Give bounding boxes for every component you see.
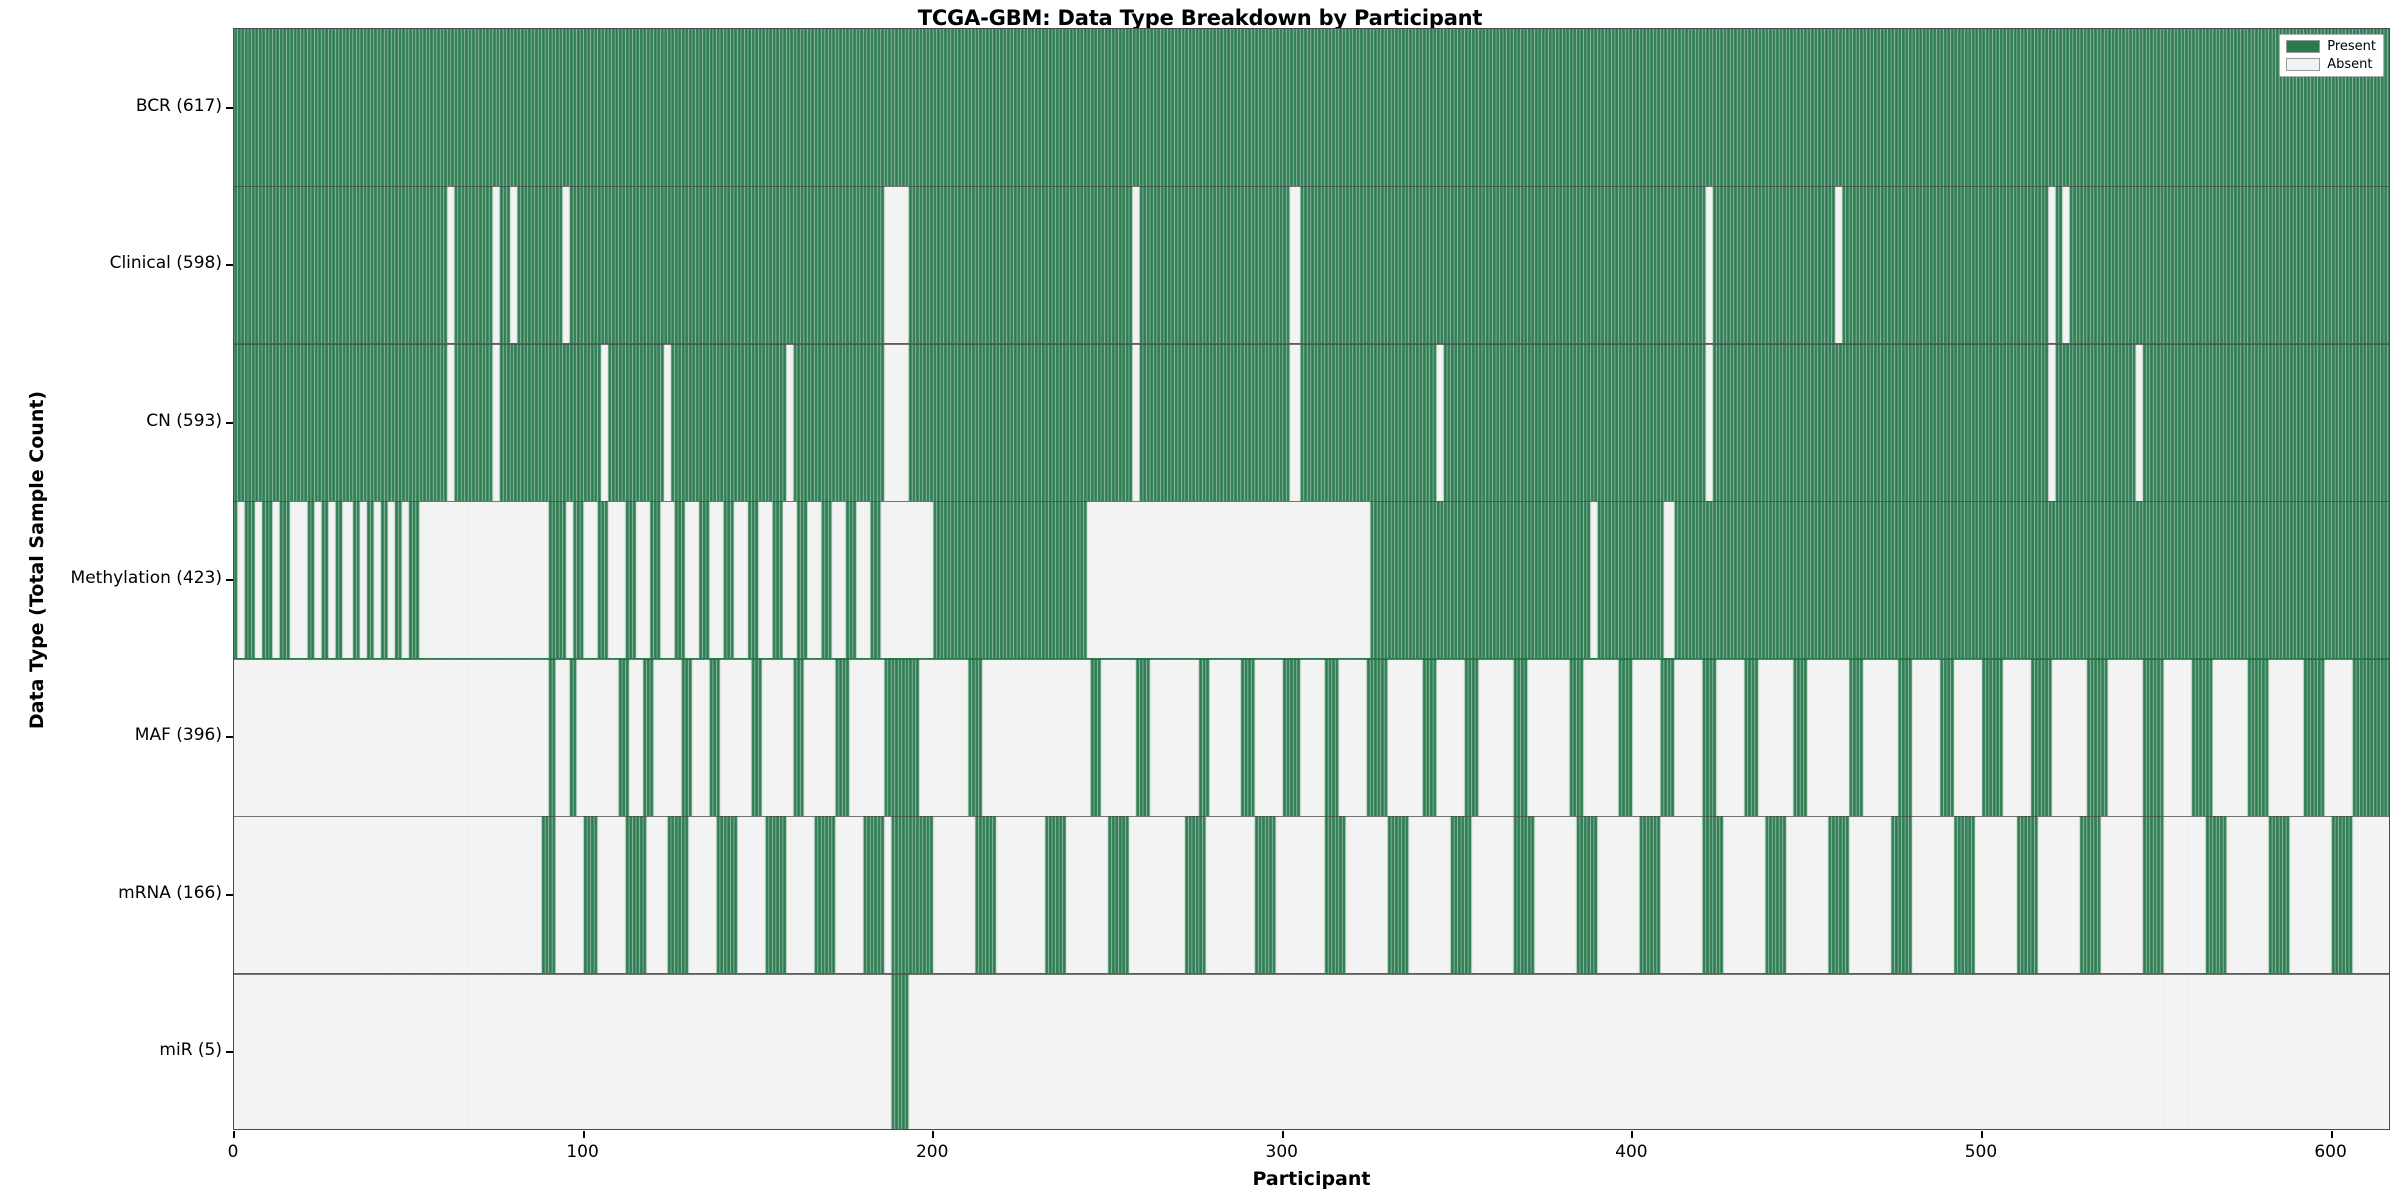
y-tick-mark	[226, 736, 233, 739]
y-tick-label: BCR (617)	[135, 95, 222, 116]
y-tick-mark	[226, 579, 233, 581]
heatmap-row-cells	[234, 816, 2389, 974]
heatmap-plot-area	[233, 28, 2390, 1130]
x-tick-mark	[1281, 1131, 1284, 1138]
x-tick-mark	[2330, 1131, 2333, 1138]
heatmap-row	[234, 343, 2389, 502]
heatmap-row-cells	[234, 501, 2389, 659]
x-tick-mark	[233, 1131, 235, 1138]
y-tick-mark	[226, 893, 233, 896]
heatmap-row-divider	[234, 343, 2389, 345]
legend-label-present: Present	[2327, 39, 2376, 54]
y-tick-mark	[226, 106, 233, 109]
y-tick-mark	[226, 1051, 233, 1054]
y-tick-label: mRNA (166)	[118, 882, 222, 903]
heatmap-row-cells	[234, 186, 2389, 344]
y-tick-label: Clinical (598)	[109, 253, 222, 274]
x-tick-label: 300	[1265, 1142, 1298, 1162]
x-tick-label: 600	[2314, 1142, 2347, 1162]
heatmap-row	[234, 501, 2389, 659]
heatmap-row-divider	[234, 816, 2389, 818]
x-tick-mark	[1631, 1131, 1634, 1138]
x-axis-title: Participant	[1252, 1168, 1371, 1190]
y-tick-label: Methylation (423)	[70, 568, 222, 588]
heatmap-row-divider	[234, 501, 2389, 503]
heatmap-row-cells	[234, 29, 2389, 186]
legend-entry-absent: Absent	[2286, 57, 2376, 72]
heatmap-row	[234, 186, 2389, 344]
heatmap-row	[234, 658, 2389, 817]
heatmap-row	[234, 29, 2389, 187]
x-tick-label: 100	[566, 1142, 599, 1162]
chart-title: TCGA-GBM: Data Type Breakdown by Partici…	[917, 6, 1483, 30]
x-tick-label: 200	[915, 1142, 949, 1162]
heatmap-row-divider	[234, 658, 2389, 660]
legend-entry-present: Present	[2286, 39, 2376, 54]
x-tick-mark	[582, 1131, 585, 1138]
heatmap-row	[234, 973, 2389, 1129]
y-tick-mark	[226, 421, 233, 424]
heatmap-row-cells	[234, 658, 2389, 816]
legend-label-absent: Absent	[2327, 57, 2373, 72]
heatmap-row-cells	[234, 973, 2389, 1129]
legend-swatch-absent	[2286, 58, 2321, 71]
heatmap-row-divider	[234, 973, 2389, 975]
x-tick-label: 500	[1964, 1142, 1998, 1162]
x-tick-label: 0	[227, 1142, 239, 1162]
y-tick-label: CN (593)	[146, 410, 222, 431]
x-tick-label: 400	[1615, 1142, 1648, 1162]
legend: Present Absent	[2279, 34, 2384, 77]
y-tick-label: miR (5)	[159, 1040, 222, 1061]
heatmap-row-cells	[234, 343, 2389, 501]
x-tick-mark	[932, 1131, 935, 1138]
heatmap-row-divider	[234, 186, 2389, 188]
x-tick-mark	[1980, 1131, 1983, 1138]
heatmap-row	[234, 816, 2389, 974]
legend-swatch-present	[2286, 40, 2321, 53]
y-tick-label: MAF (396)	[134, 725, 222, 746]
y-tick-mark	[226, 264, 233, 267]
